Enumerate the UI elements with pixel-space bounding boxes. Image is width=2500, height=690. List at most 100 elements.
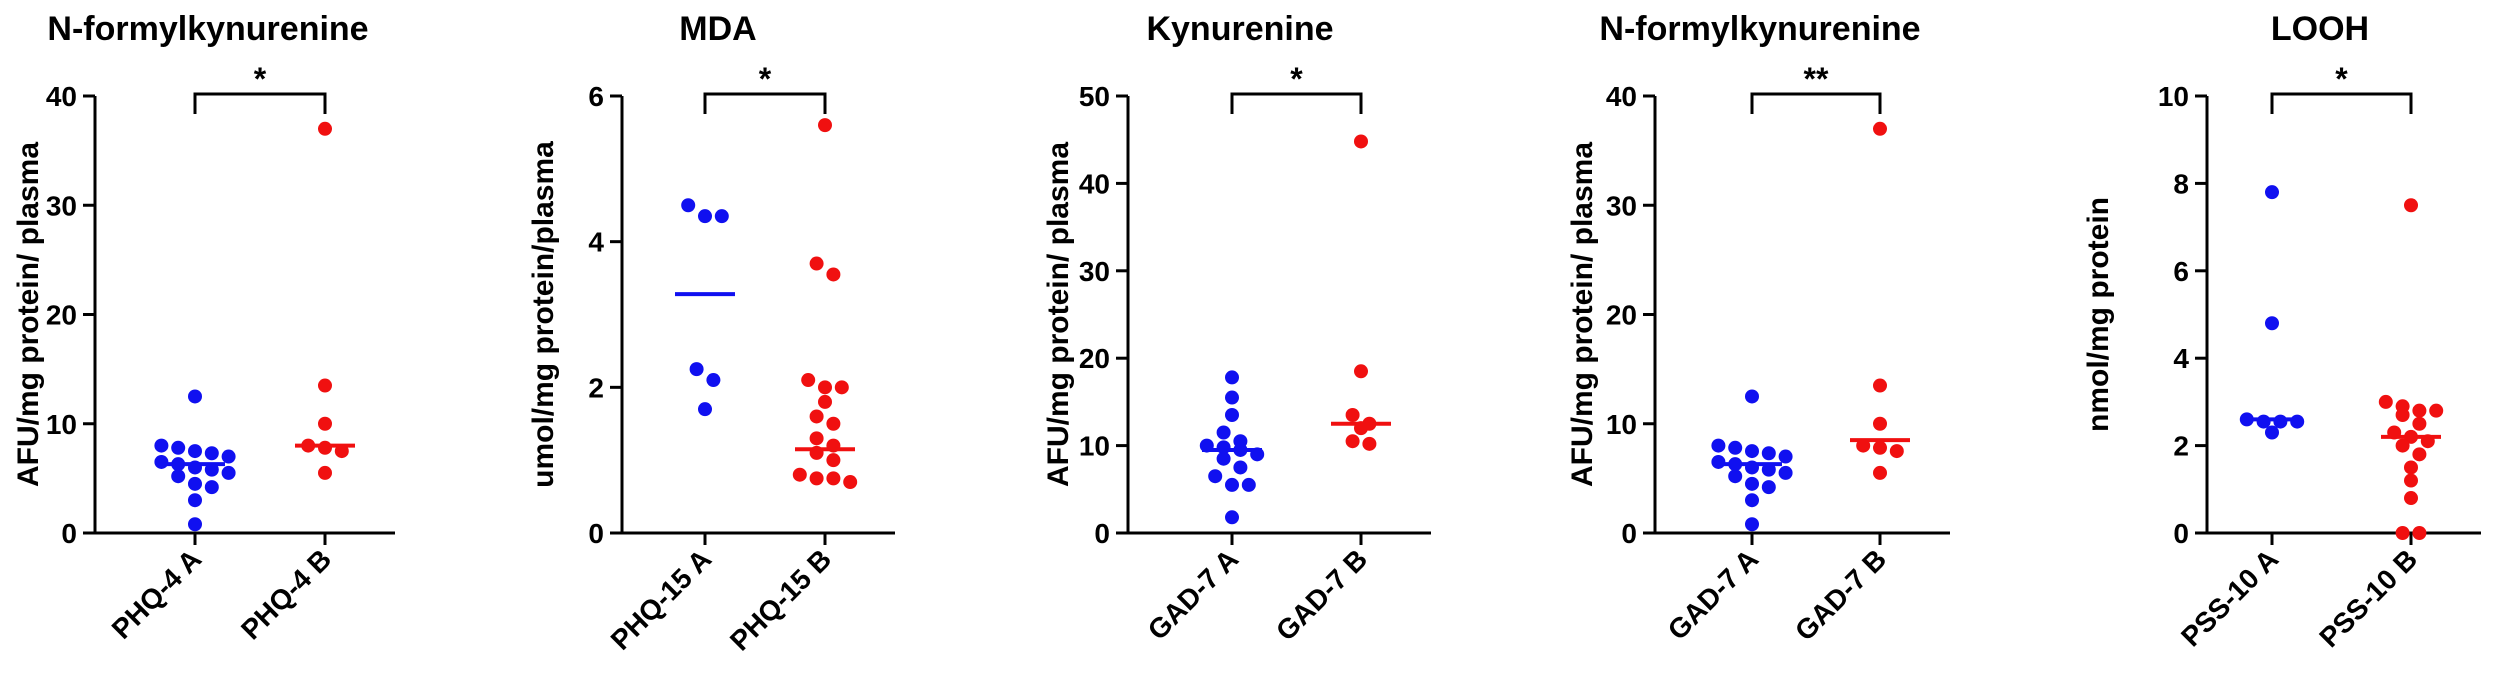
data-point <box>834 380 849 395</box>
y-tick-label: 30 <box>1079 256 1110 287</box>
data-point <box>1778 465 1793 480</box>
data-point <box>221 465 236 480</box>
x-tick-label: GAD-7 B <box>1789 543 1892 646</box>
data-point <box>1873 416 1887 431</box>
data-point <box>2412 526 2427 540</box>
data-point <box>2412 447 2427 462</box>
data-point <box>2429 403 2444 418</box>
data-point <box>1728 440 1743 455</box>
data-point <box>221 449 236 464</box>
significance-label: * <box>1290 61 1303 97</box>
data-point <box>1216 451 1231 466</box>
y-tick-label: 40 <box>46 81 77 112</box>
data-point <box>792 467 807 482</box>
data-point <box>2265 185 2279 200</box>
panel-1: N-formylkynurenine AFU/mg protein/ plasma… <box>12 10 395 646</box>
y-tick-label: 40 <box>1079 168 1110 199</box>
y-axis-label: AFU/mg protein/ plasma <box>1042 142 1075 487</box>
data-point <box>318 465 332 480</box>
data-point <box>681 198 696 213</box>
data-point <box>1233 460 1248 475</box>
data-point <box>801 373 816 388</box>
y-tick-label: 0 <box>1094 518 1110 549</box>
data-point <box>2404 198 2418 213</box>
data-point <box>818 380 832 395</box>
y-tick-label: 0 <box>2173 518 2189 549</box>
data-point <box>1745 444 1759 459</box>
data-point <box>1711 438 1726 453</box>
data-point <box>1216 425 1231 440</box>
significance-bracket <box>1230 92 1363 114</box>
data-point <box>1241 477 1256 492</box>
data-point <box>1354 134 1368 149</box>
data-point <box>2404 473 2418 488</box>
data-point <box>1225 370 1239 385</box>
significance-label: * <box>2335 61 2348 97</box>
data-point <box>698 209 712 224</box>
y-tick-label: 10 <box>1079 431 1110 462</box>
data-point <box>1354 364 1368 379</box>
data-point <box>1873 378 1887 393</box>
data-point <box>2412 416 2427 431</box>
significance-bracket <box>1750 92 1882 114</box>
data-point <box>1362 436 1377 451</box>
y-axis-label: umol/mg protein/plasma <box>527 141 560 488</box>
data-point <box>318 416 332 431</box>
data-point <box>698 402 712 417</box>
chart-title: N-formylkynurenine <box>1599 10 1920 48</box>
data-point <box>318 121 332 136</box>
data-point <box>188 444 202 459</box>
x-tick-label: GAD-7 B <box>1270 543 1373 646</box>
y-tick-label: 30 <box>1606 190 1637 221</box>
data-point <box>2404 460 2418 475</box>
y-tick-label: 10 <box>46 409 77 440</box>
y-tick-label: 20 <box>46 300 77 331</box>
data-point <box>188 389 202 404</box>
y-tick-label: 6 <box>588 81 604 112</box>
data-point <box>689 362 704 377</box>
data-point <box>1225 390 1239 405</box>
data-point <box>2265 425 2279 440</box>
significance-label: * <box>254 61 267 97</box>
x-tick-label: PSS-10 A <box>2175 543 2284 652</box>
data-point <box>1225 510 1239 525</box>
data-point <box>318 378 332 393</box>
y-tick-label: 2 <box>588 372 604 403</box>
data-point <box>1873 440 1887 455</box>
data-point <box>809 409 824 424</box>
x-tick-label: PHQ-4 A <box>106 543 208 645</box>
data-point <box>809 471 824 486</box>
data-point <box>154 454 169 469</box>
data-point <box>1225 408 1239 423</box>
y-tick-label: 0 <box>61 518 77 549</box>
data-point <box>1873 121 1887 136</box>
data-point <box>1745 517 1759 532</box>
y-tick-label: 6 <box>2173 256 2189 287</box>
data-point <box>2290 414 2305 429</box>
y-tick-label: 30 <box>46 190 77 221</box>
data-point <box>2265 316 2279 331</box>
y-tick-label: 20 <box>1079 343 1110 374</box>
data-point <box>154 438 169 453</box>
y-axis-label: nmol/mg protein <box>2082 197 2115 432</box>
y-tick-label: 20 <box>1606 300 1637 331</box>
data-point <box>826 471 841 486</box>
chart-title: N-formylkynurenine <box>47 10 368 48</box>
chart-title: MDA <box>679 10 756 48</box>
data-point <box>826 267 841 282</box>
data-point <box>204 446 219 461</box>
x-tick-label: GAD-7 A <box>1142 543 1245 646</box>
data-point <box>188 517 202 532</box>
panel-4: N-formylkynurenine AFU/mg protein/ plasma… <box>1566 10 1950 647</box>
x-tick-label: PSS-10 B <box>2313 543 2423 653</box>
x-tick-label: PHQ-15 B <box>724 543 837 656</box>
y-tick-label: 8 <box>2173 168 2189 199</box>
y-tick-label: 10 <box>2158 81 2189 112</box>
data-point <box>1761 480 1776 495</box>
data-point <box>2404 491 2418 506</box>
data-point <box>1778 449 1793 464</box>
x-tick-label: PHQ-4 B <box>235 543 337 645</box>
chart-title: LOOH <box>2271 10 2369 48</box>
data-point <box>2378 394 2393 409</box>
data-point <box>1889 444 1904 459</box>
